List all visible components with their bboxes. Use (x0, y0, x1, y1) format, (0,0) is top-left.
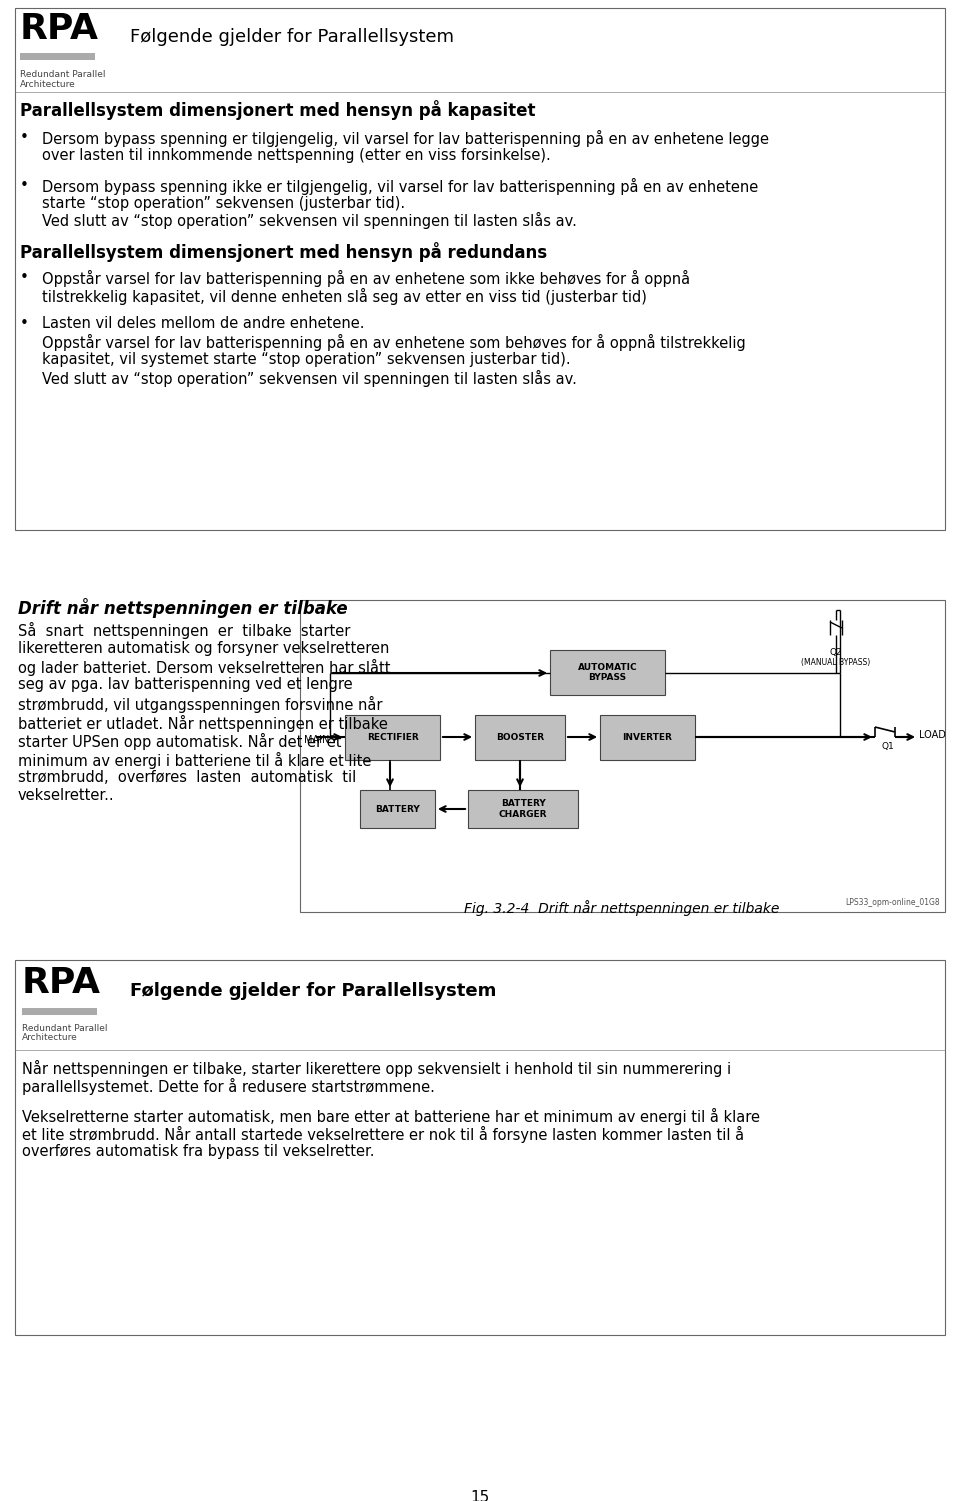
Text: 15: 15 (470, 1490, 490, 1501)
Text: BOOSTER: BOOSTER (496, 732, 544, 741)
Text: •: • (20, 270, 29, 285)
Text: kapasitet, vil systemet starte “stop operation” sekvensen justerbar tid).: kapasitet, vil systemet starte “stop ope… (42, 353, 570, 368)
Text: parallellsystemet. Dette for å redusere startstrømmene.: parallellsystemet. Dette for å redusere … (22, 1078, 435, 1096)
Text: Parallellsystem dimensjonert med hensyn på kapasitet: Parallellsystem dimensjonert med hensyn … (20, 101, 536, 120)
Bar (22, 1009, 97, 1015)
Text: Q1: Q1 (882, 741, 895, 750)
Text: Drift når nettspenningen er tilbake: Drift når nettspenningen er tilbake (18, 597, 348, 618)
Bar (550, 650, 665, 695)
Text: Følgende gjelder for Parallellsystem: Følgende gjelder for Parallellsystem (130, 29, 454, 47)
Text: RECTIFIER: RECTIFIER (367, 732, 419, 741)
Text: over lasten til innkommende nettspenning (etter en viss forsinkelse).: over lasten til innkommende nettspenning… (42, 149, 551, 164)
Text: Oppstår varsel for lav batterispenning på en av enhetene som behøves for å oppnå: Oppstår varsel for lav batterispenning p… (42, 335, 746, 351)
Text: starter UPSen opp automatisk. Når det er et: starter UPSen opp automatisk. Når det er… (18, 732, 342, 750)
Text: Fig. 3.2-4  Drift når nettspenningen er tilbake: Fig. 3.2-4 Drift når nettspenningen er t… (465, 901, 780, 916)
Text: Dersom bypass spenning ikke er tilgjengelig, vil varsel for lav batterispenning : Dersom bypass spenning ikke er tilgjenge… (42, 179, 758, 195)
Bar (345, 714, 440, 760)
Text: AUTOMATIC
BYPASS: AUTOMATIC BYPASS (578, 663, 637, 681)
Text: Når nettspenningen er tilbake, starter likerettere opp sekvensielt i henhold til: Når nettspenningen er tilbake, starter l… (22, 1060, 732, 1078)
Text: likeretteren automatisk og forsyner vekselretteren: likeretteren automatisk og forsyner veks… (18, 641, 390, 656)
Bar (20, 53, 95, 60)
Text: INVERTER: INVERTER (623, 732, 672, 741)
Text: minimum av energi i batteriene til å klare et lite: minimum av energi i batteriene til å kla… (18, 752, 372, 769)
Bar (15, 961, 945, 1334)
Text: Dersom bypass spenning er tilgjengelig, vil varsel for lav batterispenning på en: Dersom bypass spenning er tilgjengelig, … (42, 131, 769, 147)
Text: •: • (20, 131, 29, 146)
Bar (360, 790, 435, 829)
Bar (15, 8, 945, 530)
Text: Ved slutt av “stop operation” sekvensen vil spenningen til lasten slås av.: Ved slutt av “stop operation” sekvensen … (42, 212, 577, 230)
Text: tilstrekkelig kapasitet, vil denne enheten slå seg av etter en viss tid (justerb: tilstrekkelig kapasitet, vil denne enhet… (42, 288, 647, 305)
Text: LOAD: LOAD (919, 729, 946, 740)
Bar (600, 714, 695, 760)
Text: BATTERY
CHARGER: BATTERY CHARGER (499, 800, 547, 818)
Text: Architecture: Architecture (22, 1033, 78, 1042)
Bar (468, 790, 578, 829)
Text: og lader batteriet. Dersom vekselretteren har slått: og lader batteriet. Dersom vekselrettere… (18, 659, 391, 675)
Text: Oppstår varsel for lav batterispenning på en av enhetene som ikke behøves for å : Oppstår varsel for lav batterispenning p… (42, 270, 690, 287)
Text: LPS33_opm-online_01G8: LPS33_opm-online_01G8 (846, 898, 940, 907)
Text: RPA: RPA (20, 12, 99, 47)
Text: et lite strømbrudd. Når antall startede vekselrettere er nok til å forsyne laste: et lite strømbrudd. Når antall startede … (22, 1126, 744, 1144)
Text: Ved slutt av “stop operation” sekvensen vil spenningen til lasten slås av.: Ved slutt av “stop operation” sekvensen … (42, 371, 577, 387)
Text: MAINS: MAINS (304, 735, 335, 744)
Text: strømbrudd,  overføres  lasten  automatisk  til: strømbrudd, overføres lasten automatisk … (18, 770, 356, 785)
Text: BATTERY: BATTERY (375, 805, 420, 814)
Text: Redundant Parallel: Redundant Parallel (22, 1024, 108, 1033)
Text: overføres automatisk fra bypass til vekselretter.: overføres automatisk fra bypass til veks… (22, 1144, 374, 1159)
Bar (475, 714, 565, 760)
Text: vekselretter..: vekselretter.. (18, 788, 114, 803)
Text: strømbrudd, vil utgangsspenningen forsvinne når: strømbrudd, vil utgangsspenningen forsvi… (18, 696, 382, 713)
Text: seg av pga. lav batterispenning ved et lengre: seg av pga. lav batterispenning ved et l… (18, 677, 352, 692)
Text: Følgende gjelder for Parallellsystem: Følgende gjelder for Parallellsystem (130, 982, 496, 1000)
Text: Parallellsystem dimensjonert med hensyn på redundans: Parallellsystem dimensjonert med hensyn … (20, 242, 547, 263)
Text: •: • (20, 179, 29, 194)
Text: Lasten vil deles mellom de andre enhetene.: Lasten vil deles mellom de andre enheten… (42, 317, 365, 332)
Text: (MANUAL BYPASS): (MANUAL BYPASS) (802, 657, 871, 666)
Text: Vekselretterne starter automatisk, men bare etter at batteriene har et minimum a: Vekselretterne starter automatisk, men b… (22, 1108, 760, 1126)
Text: •: • (20, 317, 29, 332)
Text: Så  snart  nettspenningen  er  tilbake  starter: Så snart nettspenningen er tilbake start… (18, 621, 350, 639)
Text: starte “stop operation” sekvensen (justerbar tid).: starte “stop operation” sekvensen (juste… (42, 197, 405, 212)
Text: batteriet er utladet. Når nettspenningen er tilbake: batteriet er utladet. Når nettspenningen… (18, 714, 388, 731)
Bar (300, 600, 945, 913)
Text: Architecture: Architecture (20, 80, 76, 89)
Text: RPA: RPA (22, 967, 101, 1000)
Text: Q2: Q2 (829, 648, 842, 657)
Text: Redundant Parallel: Redundant Parallel (20, 71, 106, 80)
